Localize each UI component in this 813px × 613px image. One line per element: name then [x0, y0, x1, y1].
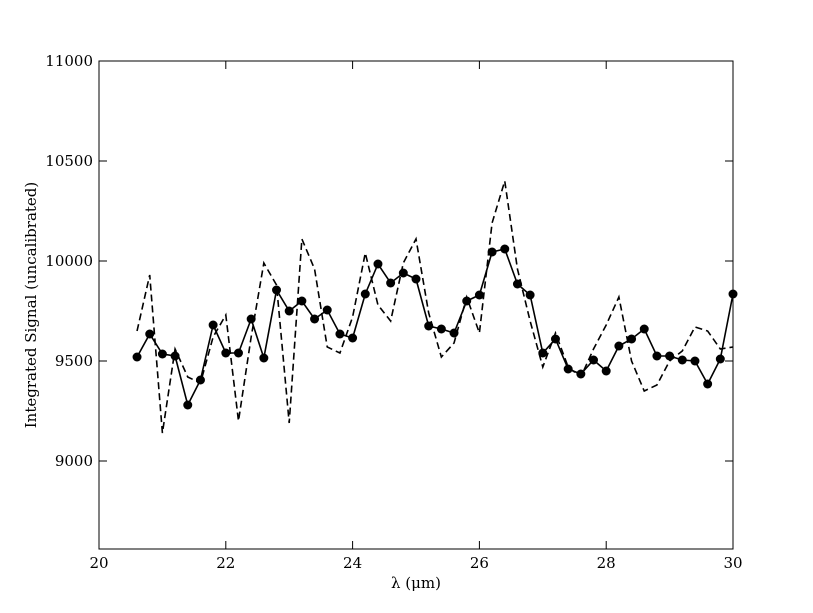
point-marker: [310, 314, 320, 324]
point-marker: [373, 259, 383, 269]
point-marker: [398, 268, 408, 278]
point-marker: [500, 244, 510, 254]
x-tick-label: 22: [216, 554, 235, 572]
point-marker: [449, 328, 459, 338]
point-marker: [259, 353, 269, 363]
point-marker: [652, 351, 662, 361]
point-marker: [360, 289, 370, 299]
y-tick-label: 10000: [45, 252, 93, 270]
y-tick-label: 9000: [55, 452, 93, 470]
point-marker: [386, 278, 396, 288]
point-marker: [677, 355, 687, 365]
point-marker: [233, 348, 243, 358]
point-marker: [627, 334, 637, 344]
point-marker: [614, 341, 624, 351]
point-marker: [157, 349, 167, 359]
y-tick-label: 11000: [45, 52, 93, 70]
line-series: [136, 180, 734, 434]
point-marker: [246, 314, 256, 324]
point-marker: [589, 355, 599, 365]
point-marker: [170, 351, 180, 361]
plot-frame: [98, 60, 734, 550]
y-tick-label: 9500: [55, 352, 93, 370]
point-marker: [512, 279, 522, 289]
point-marker: [411, 274, 421, 284]
point-marker: [487, 247, 497, 257]
point-marker: [132, 352, 142, 362]
point-marker: [715, 354, 725, 364]
point-marker: [690, 356, 700, 366]
y-tick-label: 10500: [45, 152, 93, 170]
point-marker: [639, 324, 649, 334]
point-marker: [183, 400, 193, 410]
point-marker: [297, 296, 307, 306]
point-marker: [335, 329, 345, 339]
point-marker: [221, 348, 231, 358]
x-tick-label: 28: [597, 554, 616, 572]
point-marker: [208, 320, 218, 330]
point-marker: [436, 324, 446, 334]
x-tick-label: 20: [89, 554, 108, 572]
point-marker: [576, 369, 586, 379]
point-marker: [525, 290, 535, 300]
point-marker: [728, 289, 738, 299]
y-axis-label: Integrated Signal (uncalibrated): [22, 182, 40, 429]
point-marker: [474, 290, 484, 300]
point-marker: [348, 333, 358, 343]
point-marker: [424, 321, 434, 331]
x-tick-label: 24: [343, 554, 362, 572]
x-axis-label: λ (μm): [391, 574, 441, 592]
point-marker: [563, 364, 573, 374]
x-tick-label: 30: [723, 554, 742, 572]
point-marker: [145, 329, 155, 339]
point-marker: [538, 348, 548, 358]
point-marker: [703, 379, 713, 389]
point-marker: [284, 306, 294, 316]
point-marker: [601, 366, 611, 376]
x-tick-label: 26: [470, 554, 489, 572]
point-marker: [322, 305, 332, 315]
